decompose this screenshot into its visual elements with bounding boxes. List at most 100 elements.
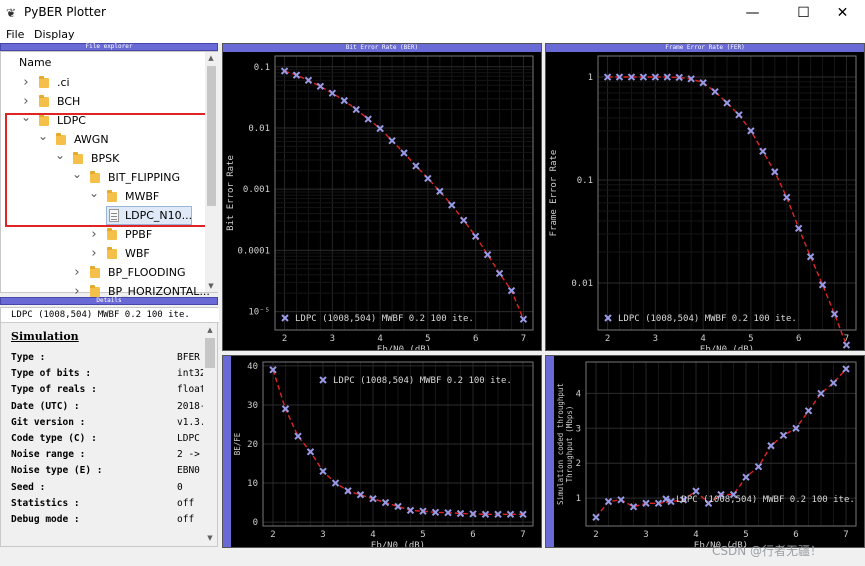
- tree-item-label: AWGN: [74, 133, 109, 146]
- close-button[interactable]: ✕: [836, 5, 849, 21]
- scroll-up-arrow[interactable]: ▲: [208, 54, 214, 62]
- y-tick-label: 1: [576, 494, 581, 504]
- tree-item-bpsk[interactable]: ⌄ BPSK: [1, 149, 204, 168]
- data-point-stroke: [654, 499, 663, 508]
- data-point-stroke: [364, 115, 372, 123]
- chevron-down-icon[interactable]: ⌄: [38, 129, 49, 143]
- data-point: [456, 509, 465, 518]
- throughput-plot[interactable]: 2 3 4 5 6 7 1 2 3 4 Eb/N0 (dB) Simulation coded thr…: [545, 355, 865, 548]
- chevron-right-icon[interactable]: ›: [23, 75, 29, 90]
- tree-item-bch[interactable]: › BCH: [1, 92, 204, 111]
- data-point-stroke: [400, 149, 408, 157]
- tree-item-label: BIT_FLIPPING: [108, 171, 180, 184]
- data-point: [817, 389, 825, 398]
- tree-item-bit-flipping[interactable]: ⌄ BIT_FLIPPING: [1, 168, 204, 187]
- details-scroll-down-arrow[interactable]: ▼: [207, 534, 213, 542]
- explorer-column-header[interactable]: Name: [19, 56, 52, 69]
- detail-key: Noise range :: [11, 449, 86, 461]
- data-point-stroke: [381, 498, 390, 507]
- minimize-button[interactable]: —: [745, 5, 760, 21]
- ber-plot[interactable]: Bit Error Rate (BER) 2 3 4 5 6 7 0.1 0.01 0.001 0…: [222, 43, 542, 351]
- tree-item-ci[interactable]: › .ci: [1, 73, 204, 92]
- data-point: [495, 269, 504, 278]
- scroll-down-arrow[interactable]: ▼: [208, 282, 214, 290]
- details-section-title: Simulation: [11, 330, 79, 343]
- data-point: [747, 127, 755, 135]
- explorer-scroll-thumb[interactable]: [207, 66, 216, 206]
- data-point: [699, 79, 707, 87]
- data-point: [328, 89, 337, 97]
- tree-item-label: WBF: [125, 247, 150, 260]
- chevron-right-icon[interactable]: ›: [23, 94, 29, 109]
- data-point-stroke: [412, 162, 420, 170]
- tree-item-mwbf[interactable]: ⌄ MWBF: [1, 187, 204, 206]
- y-tick-label: 0.01: [571, 279, 593, 289]
- detail-key: Debug mode :: [11, 514, 80, 525]
- chevron-down-icon[interactable]: ⌄: [55, 148, 66, 162]
- data-point: [717, 490, 725, 499]
- chevron-down-icon[interactable]: ⌄: [72, 167, 83, 181]
- data-point-stroke: [319, 467, 327, 476]
- chart-svg: 2 3 4 5 6 7 0.1 0.01 0.001 0.0001 10⁻⁵ Eb/N0 (dB) Bi…: [226, 55, 534, 350]
- data-point-stroke: [507, 286, 516, 295]
- legend-label: LDPC (1008,504) MWBF 0.2 100 ite.: [333, 376, 512, 386]
- data-point-stroke: [699, 79, 707, 87]
- data-point: [394, 502, 402, 511]
- tree-item-bp-flooding[interactable]: › BP_FLOODING: [1, 263, 204, 282]
- y-tick-label: 40: [247, 362, 258, 372]
- chevron-down-icon[interactable]: ⌄: [21, 110, 32, 124]
- menu-display[interactable]: Display: [34, 28, 75, 41]
- data-point: [483, 250, 492, 259]
- chevron-right-icon[interactable]: ›: [74, 265, 80, 280]
- data-point: [627, 73, 636, 81]
- data-point: [292, 71, 301, 79]
- folder-icon: [90, 171, 100, 183]
- data-point-stroke: [675, 73, 683, 82]
- selection-highlight-box: [5, 113, 214, 227]
- tree-item-bp-horizontal[interactable]: › BP_HORIZONTAL...: [1, 282, 210, 301]
- tree-item-ldpc[interactable]: ⌄ LDPC: [1, 111, 204, 130]
- data-point-stroke: [842, 365, 850, 373]
- chevron-right-icon[interactable]: ›: [91, 246, 97, 261]
- tree-item-wbf[interactable]: › WBF: [1, 244, 204, 263]
- data-point: [352, 105, 360, 114]
- data-point-stroke: [704, 499, 713, 508]
- data-point-stroke: [431, 508, 440, 517]
- tree-item-ppbf[interactable]: › PPBF: [1, 225, 204, 244]
- befe-plot[interactable]: 2 3 4 5 6 7 0 10 20 30 40 Eb/N0 (dB) BE/FE LDPC (1008…: [222, 355, 542, 548]
- chevron-down-icon[interactable]: ⌄: [89, 186, 100, 200]
- data-point: [436, 187, 444, 196]
- folder-icon: [39, 76, 49, 88]
- fer-plot[interactable]: Frame Error Rate (FER) 2 3 4 5 6 7 1 0.1 0.01 Eb/…: [545, 43, 865, 351]
- data-point: [294, 432, 302, 440]
- detail-value: 2018-: [177, 400, 203, 412]
- data-point: [519, 315, 528, 323]
- legend-marker: [281, 314, 289, 322]
- data-point: [388, 136, 396, 145]
- data-point-stroke: [592, 513, 600, 521]
- detail-key: Code type (C) :: [11, 433, 97, 444]
- x-tick-label: 6: [470, 530, 475, 540]
- maximize-button[interactable]: ☐: [797, 5, 810, 21]
- menu-file[interactable]: File: [6, 28, 25, 41]
- data-point-stroke: [687, 75, 695, 83]
- details-scroll-thumb[interactable]: [205, 338, 215, 368]
- details-scrollbar[interactable]: ▲ ▼: [203, 324, 217, 546]
- x-tick-label: 7: [843, 530, 848, 540]
- data-point-stroke: [627, 73, 636, 81]
- data-point-stroke: [344, 487, 352, 495]
- data-point-stroke: [471, 232, 480, 240]
- data-point-stroke: [783, 193, 791, 201]
- data-point: [419, 507, 427, 515]
- chevron-right-icon[interactable]: ›: [91, 227, 97, 242]
- tree-item-ldpc-n10[interactable]: LDPC_N10...: [1, 206, 204, 225]
- data-point-stroke: [615, 73, 624, 81]
- chevron-right-icon[interactable]: ›: [74, 284, 80, 299]
- details-scroll-up-arrow[interactable]: ▲: [207, 326, 213, 334]
- tree-item-awgn[interactable]: ⌄ AWGN: [1, 130, 204, 149]
- detail-value: BFER: [177, 352, 200, 363]
- explorer-scrollbar[interactable]: ▲ ▼: [205, 52, 218, 292]
- data-point-stroke: [754, 462, 763, 471]
- detail-row: Code type (C) : LDPC: [11, 431, 203, 447]
- data-point-stroke: [818, 281, 827, 289]
